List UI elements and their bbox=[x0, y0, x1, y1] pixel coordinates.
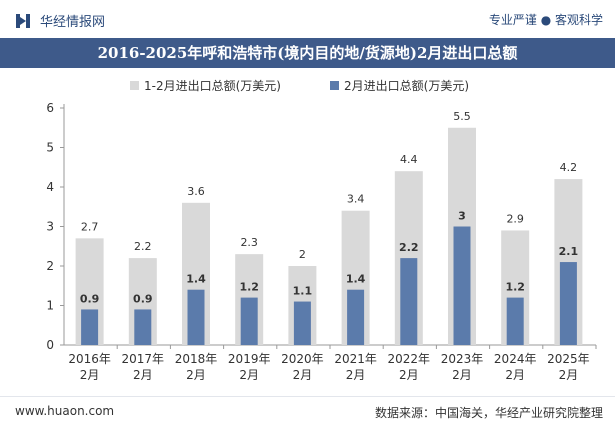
bar-series-2 bbox=[453, 226, 471, 345]
y-tick-label: 3 bbox=[46, 220, 54, 234]
data-source: 数据来源：中国海关，华经产业研究院整理 bbox=[374, 406, 603, 420]
x-tick-label: 2月 bbox=[186, 368, 206, 382]
data-label-series-1: 2 bbox=[299, 248, 306, 261]
huajing-logo-icon bbox=[16, 14, 30, 28]
tagline: 专业严谨 ● 客观科学 bbox=[488, 13, 603, 27]
bar-series-2 bbox=[559, 262, 577, 345]
bar-series-2 bbox=[187, 289, 205, 345]
website-link[interactable]: www.huaon.com bbox=[15, 404, 115, 418]
data-label-series-2: 1.1 bbox=[293, 285, 313, 298]
data-label-series-1: 4.2 bbox=[560, 161, 578, 174]
x-tick-label: 2月 bbox=[293, 368, 313, 382]
x-tick-label: 2019年 bbox=[228, 352, 271, 366]
x-tick-label: 2月 bbox=[239, 368, 259, 382]
x-tick-label: 2024年 bbox=[494, 352, 537, 366]
x-tick-label: 2月 bbox=[505, 368, 525, 382]
data-label-series-2: 0.9 bbox=[80, 292, 100, 305]
data-label-series-1: 4.4 bbox=[400, 153, 418, 166]
data-label-series-1: 2.7 bbox=[81, 220, 99, 233]
y-tick-label: 1 bbox=[46, 299, 54, 313]
data-label-series-1: 2.2 bbox=[134, 240, 152, 253]
brand-name: 华经情报网 bbox=[40, 15, 106, 30]
y-tick-label: 0 bbox=[46, 338, 54, 352]
data-label-series-2: 1.2 bbox=[505, 281, 525, 294]
x-tick-label: 2月 bbox=[559, 368, 579, 382]
title-bar: 2016-2025年呼和浩特市(境内目的地/货源地)2月进出口总额 bbox=[0, 38, 615, 68]
top-bar: 华经情报网 专业严谨 ● 客观科学 bbox=[0, 0, 615, 38]
x-tick-label: 2月 bbox=[133, 368, 153, 382]
y-tick-label: 2 bbox=[46, 259, 54, 273]
data-label-series-2: 2.2 bbox=[399, 241, 419, 254]
x-tick-label: 2016年 bbox=[68, 352, 111, 366]
x-tick-label: 2017年 bbox=[122, 352, 165, 366]
data-label-series-1: 5.5 bbox=[453, 110, 471, 123]
bar-series-2 bbox=[506, 297, 524, 345]
data-label-series-1: 2.3 bbox=[240, 236, 258, 249]
x-tick-label: 2022年 bbox=[388, 352, 431, 366]
data-label-series-2: 3 bbox=[458, 210, 466, 223]
x-tick-label: 2月 bbox=[346, 368, 366, 382]
bar-chart: 1-2月进出口总额(万美元) 2月进出口总额(万美元) 0 1 2 3 4 5 6 2.7 0.9 2… bbox=[46, 79, 597, 382]
data-label-series-1: 3.4 bbox=[347, 193, 365, 206]
x-tick-label: 2020年 bbox=[281, 352, 324, 366]
legend-swatch-2 bbox=[330, 81, 339, 90]
x-tick-label: 2025年 bbox=[547, 352, 590, 366]
x-tick-label: 2月 bbox=[452, 368, 472, 382]
bar-series-2 bbox=[240, 297, 258, 345]
y-tick-label: 5 bbox=[46, 141, 54, 155]
bar-series-2 bbox=[134, 309, 152, 345]
data-label-series-2: 1.2 bbox=[239, 281, 259, 294]
bar-series-2 bbox=[81, 309, 99, 345]
footer-divider bbox=[0, 396, 615, 397]
data-label-series-2: 1.4 bbox=[186, 273, 206, 286]
y-tick-label: 4 bbox=[46, 180, 54, 194]
bar-series-2 bbox=[293, 301, 311, 345]
legend-label-1: 1-2月进出口总额(万美元) bbox=[144, 79, 281, 93]
bar-series-2 bbox=[347, 289, 365, 345]
data-label-series-1: 2.9 bbox=[506, 212, 524, 225]
bar-series-2 bbox=[400, 258, 418, 345]
x-tick-label: 2021年 bbox=[334, 352, 377, 366]
chart-title: 2016-2025年呼和浩特市(境内目的地/货源地)2月进出口总额 bbox=[97, 44, 518, 62]
legend-swatch-1 bbox=[130, 81, 139, 90]
x-tick-label: 2月 bbox=[399, 368, 419, 382]
legend-label-2: 2月进出口总额(万美元) bbox=[344, 79, 469, 93]
x-tick-label: 2018年 bbox=[175, 352, 218, 366]
x-tick-label: 2023年 bbox=[441, 352, 484, 366]
x-tick-label: 2月 bbox=[80, 368, 100, 382]
y-tick-label: 6 bbox=[46, 101, 54, 115]
data-label-series-2: 0.9 bbox=[133, 292, 153, 305]
data-label-series-2: 2.1 bbox=[559, 245, 579, 258]
data-label-series-2: 1.4 bbox=[346, 273, 366, 286]
data-label-series-1: 3.6 bbox=[187, 185, 205, 198]
